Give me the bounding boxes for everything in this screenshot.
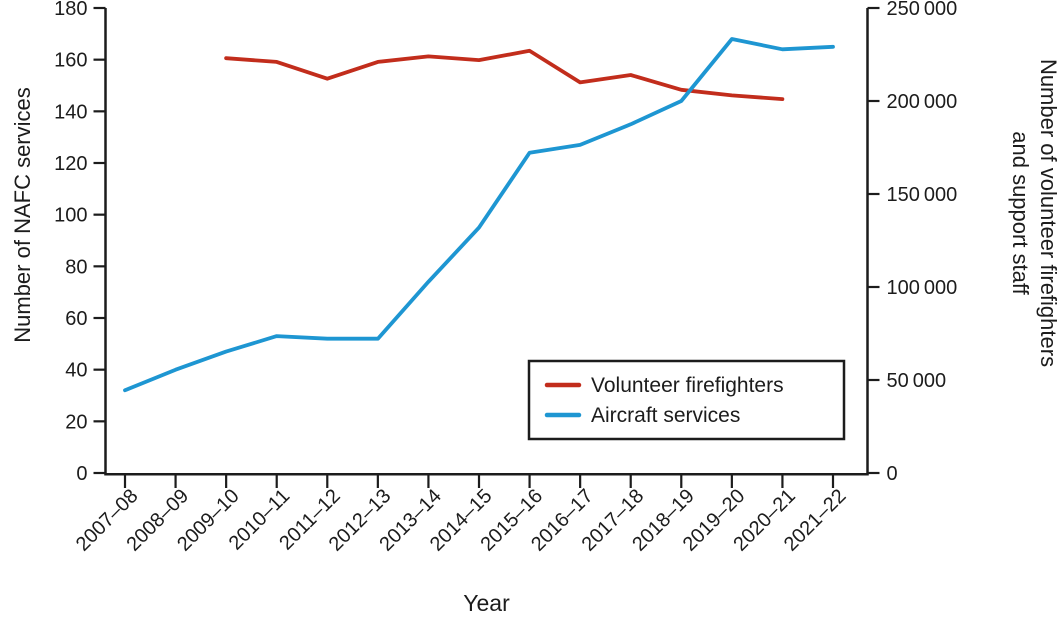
series-line-aircraft-services: [123, 37, 835, 393]
legend-box: [527, 359, 846, 441]
left-axis-tick-label: 120: [54, 153, 87, 175]
x-axis-title: Year: [463, 590, 510, 616]
left-axis-tick-label: 180: [54, 0, 87, 20]
right-axis-tick-label: 100 000: [887, 277, 958, 299]
right-axis-tick-label: 200 000: [887, 91, 958, 113]
left-axis-tick-label: 140: [54, 101, 87, 123]
left-axis-tick-label: 40: [65, 360, 87, 382]
left-axis-tick-label: 20: [65, 411, 87, 433]
left-axis-tick-label: 0: [76, 463, 87, 485]
legend-label-0: Volunteer firefighters: [591, 374, 784, 397]
right-axis-title-line2: and support staff: [1008, 131, 1033, 295]
left-axis-tick-label: 80: [65, 256, 87, 278]
series-line-volunteer-firefighters: [224, 48, 785, 101]
left-axis-tick-label: 160: [54, 50, 87, 72]
right-axis-tick-label: 50 000: [887, 370, 947, 392]
legend-label-1: Aircraft services: [591, 404, 740, 427]
right-axis-tick-label: 150 000: [887, 184, 958, 206]
right-axis-tick-label: 250 000: [887, 0, 958, 20]
left-axis-tick-label: 60: [65, 308, 87, 330]
left-axis-title: Number of NAFC services: [10, 87, 35, 343]
right-axis-tick-label: 0: [887, 463, 898, 485]
right-axis-title-line1: Number of volunteer firefighters: [1036, 59, 1061, 367]
left-axis-tick-label: 100: [54, 205, 87, 227]
